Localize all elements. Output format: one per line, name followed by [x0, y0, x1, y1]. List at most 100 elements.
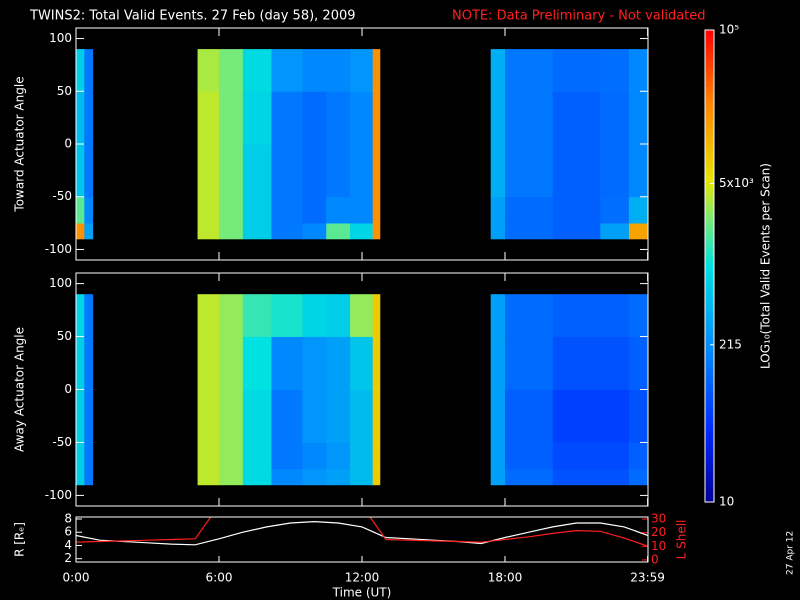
heatmap-cell [197, 336, 220, 390]
heatmap-cell [600, 223, 630, 240]
heatmap-cell [628, 49, 649, 92]
heatmap-cell [76, 223, 85, 240]
x-tick-label: 0:00 [63, 571, 90, 585]
heatmap-cell [490, 144, 506, 198]
heatmap-cell [350, 196, 374, 224]
colorbar-band [705, 354, 714, 359]
colorbar-band [705, 78, 714, 83]
colorbar-band [705, 126, 714, 131]
data-line [76, 520, 648, 546]
colorbar-band [705, 238, 714, 243]
heatmap-cell [628, 442, 649, 470]
colorbar-band [705, 370, 714, 375]
date-stamp: 27 Apr 12 [786, 531, 796, 575]
colorbar-band [705, 250, 714, 255]
heatmap-cell [242, 196, 272, 224]
y2-axis-label: L Shell [675, 520, 689, 560]
colorbar-band [705, 110, 714, 115]
heatmap-cell [302, 144, 327, 198]
colorbar-band [705, 182, 714, 187]
heatmap-cell [552, 294, 601, 337]
heatmap-cell [271, 91, 303, 145]
heatmap-cell [84, 468, 94, 486]
colorbar-band [705, 330, 714, 335]
heatmap-cell [219, 442, 244, 470]
colorbar-band [705, 222, 714, 227]
heatmap-cell [552, 196, 601, 224]
heatmap-cell [219, 91, 244, 145]
heatmap-cell [600, 144, 630, 198]
heatmap-cell [197, 294, 220, 337]
heatmap-cell [242, 144, 272, 198]
colorbar-band [705, 434, 714, 439]
heatmap-cell [372, 468, 381, 486]
colorbar-band [705, 190, 714, 195]
heatmap-cell [600, 294, 630, 337]
heatmap-cell [505, 468, 554, 486]
y-tick-label: 50 [57, 84, 72, 98]
heatmap-cell [84, 49, 94, 92]
heatmap-cell [302, 49, 327, 92]
heatmap-cell [350, 468, 374, 486]
heatmap-cell [628, 91, 649, 145]
heatmap-cell [219, 294, 244, 337]
colorbar-band [705, 390, 714, 395]
y-tick-label: -100 [45, 488, 72, 502]
heatmap-cell [242, 442, 272, 470]
heatmap-cell [326, 49, 351, 92]
colorbar-band [705, 334, 714, 339]
x-tick-label: 23:59 [630, 571, 665, 585]
heatmap-cell [84, 294, 94, 337]
heatmap-cell [326, 336, 351, 390]
colorbar-band [705, 430, 714, 435]
heatmap-cell [197, 389, 220, 443]
colorbar-band [705, 410, 714, 415]
heatmap-cell [505, 223, 554, 240]
colorbar-band [705, 418, 714, 423]
colorbar-band [705, 114, 714, 119]
colorbar-band [705, 226, 714, 231]
colorbar-frame [704, 29, 715, 503]
chart-title: TWINS2: Total Valid Events. 27 Feb (day … [29, 9, 356, 24]
colorbar-band [705, 382, 714, 387]
heatmap-cell [505, 294, 554, 337]
heatmap-cell [271, 442, 303, 470]
colorbar-band [705, 206, 714, 211]
heatmap-cell [372, 223, 381, 240]
heatmap-cell [197, 49, 220, 92]
colorbar-band [705, 58, 714, 63]
colorbar-band [705, 254, 714, 259]
heatmap-cell [302, 468, 327, 486]
heatmap-cell [600, 91, 630, 145]
colorbar-band [705, 494, 714, 499]
heatmap-cell [76, 389, 85, 443]
heatmap-cell [600, 468, 630, 486]
heatmap-cell [271, 196, 303, 224]
colorbar-band [705, 422, 714, 427]
heatmap-cell [350, 223, 374, 240]
colorbar-band [705, 486, 714, 491]
colorbar-band [705, 162, 714, 167]
colorbar-band [705, 210, 714, 215]
heatmap-cell [552, 468, 601, 486]
colorbar-band [705, 262, 714, 267]
heatmap-cell [76, 91, 85, 145]
colorbar-tick-label: 10⁵ [719, 23, 739, 37]
colorbar-band [705, 106, 714, 111]
heatmap-cell [350, 294, 374, 337]
y-tick-label: -50 [52, 435, 72, 449]
colorbar-band [705, 146, 714, 151]
heatmap-cell [242, 468, 272, 486]
colorbar-band [705, 374, 714, 379]
colorbar-band [705, 50, 714, 55]
plot-frame [75, 27, 649, 261]
heatmap-cell [628, 223, 649, 240]
colorbar-band [705, 350, 714, 355]
heatmap-cell [197, 223, 220, 240]
colorbar-band [705, 394, 714, 399]
y2-tick-label: 30 [651, 512, 666, 526]
colorbar-band [705, 474, 714, 479]
heatmap-cell [76, 294, 85, 337]
heatmap-cell [490, 196, 506, 224]
